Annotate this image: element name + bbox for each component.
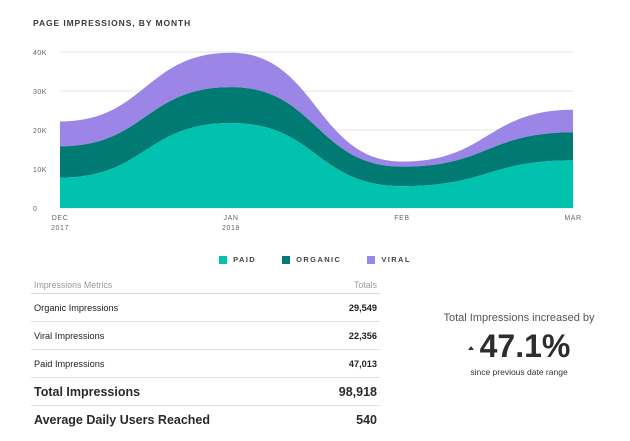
impressions-summary: Total Impressions increased by 47.1% sin… — [430, 312, 608, 377]
x-tick-label: DEC — [52, 215, 69, 222]
table-header-metric: Impressions Metrics — [34, 280, 113, 290]
impressions-metrics-table: Impressions Metrics Totals Organic Impre… — [31, 277, 380, 433]
table-header: Impressions Metrics Totals — [31, 277, 380, 294]
legend-item-organic[interactable]: ORGANIC — [282, 255, 341, 264]
row-label: Organic Impressions — [34, 302, 119, 313]
legend-swatch-organic — [282, 255, 291, 264]
summary-value-wrap: 47.1% — [430, 328, 608, 365]
area-series-viral[interactable] — [60, 52, 573, 167]
up-triangle-icon — [467, 345, 474, 350]
row-value: 22,356 — [348, 330, 377, 341]
average-daily-users-label: Average Daily Users Reached — [34, 412, 211, 427]
legend-item-viral[interactable]: VIRAL — [367, 255, 411, 264]
x-tick-label: JAN — [223, 215, 238, 222]
table-row: Paid Impressions 47,013 — [31, 350, 380, 378]
legend-label-paid: PAID — [233, 255, 257, 264]
total-impressions-row: Total Impressions 98,918 — [31, 378, 380, 406]
chart-title: PAGE IMPRESSIONS, BY MONTH — [33, 18, 192, 28]
total-impressions-label: Total Impressions — [34, 384, 141, 399]
y-tick-label: 40K — [33, 50, 47, 57]
total-impressions-value: 98,918 — [338, 384, 377, 399]
chart-legend: PAID ORGANIC VIRAL — [0, 255, 630, 264]
area-series-paid[interactable] — [60, 122, 573, 208]
area-series-organic[interactable] — [60, 87, 573, 187]
y-tick-label: 10K — [33, 167, 47, 174]
summary-value: 47.1% — [479, 328, 571, 364]
legend-label-viral: VIRAL — [381, 255, 411, 264]
x-tick-sublabel: 2018 — [222, 225, 240, 232]
row-value: 47,013 — [348, 358, 377, 369]
average-daily-users-value: 540 — [356, 412, 377, 427]
x-tick-sublabel: 2017 — [51, 225, 69, 232]
row-label: Viral Impressions — [34, 330, 105, 341]
x-tick-label: FEB — [394, 215, 409, 222]
row-value: 29,549 — [348, 302, 377, 313]
summary-label: Total Impressions increased by — [443, 312, 595, 324]
row-label: Paid Impressions — [34, 358, 105, 369]
y-tick-label: 30K — [33, 89, 47, 96]
y-tick-label: 0 — [33, 206, 37, 213]
legend-swatch-paid — [219, 255, 228, 264]
table-header-totals: Totals — [354, 280, 377, 290]
x-tick-label: MAR — [564, 215, 581, 222]
summary-subtext: since previous date range — [470, 367, 568, 377]
y-tick-label: 20K — [33, 128, 47, 135]
legend-swatch-viral — [367, 255, 376, 264]
average-daily-users-row: Average Daily Users Reached 540 — [31, 406, 380, 433]
legend-item-paid[interactable]: PAID — [219, 255, 256, 264]
table-row: Viral Impressions 22,356 — [31, 322, 380, 350]
table-row: Organic Impressions 29,549 — [31, 294, 380, 322]
legend-label-organic: ORGANIC — [296, 255, 342, 264]
